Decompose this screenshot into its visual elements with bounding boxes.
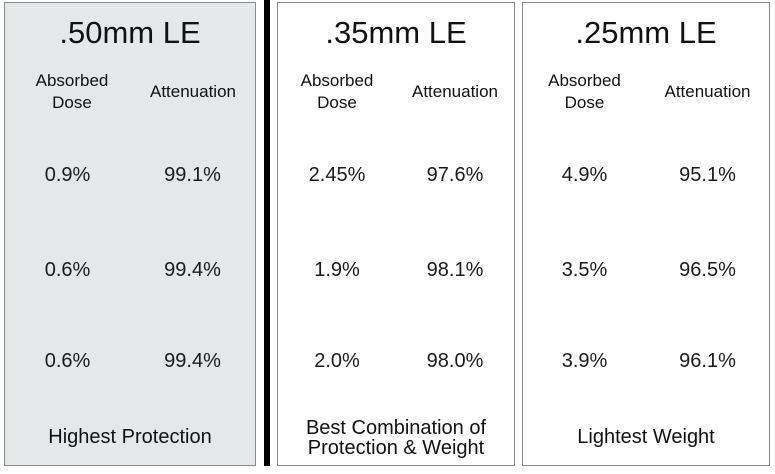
absorbed-dose-header: Absorbed Dose xyxy=(278,70,396,114)
footer-line1: Best Combination of xyxy=(305,417,487,439)
attenuation-value: 97.6% xyxy=(426,164,484,186)
attenuation-value: 99.4% xyxy=(164,259,221,281)
attenuation-value: 99.1% xyxy=(164,164,221,186)
attenuation-header: Attenuation xyxy=(411,82,498,101)
attenuation-value: 96.1% xyxy=(679,350,736,372)
absorbed-value: 2.0% xyxy=(314,350,360,372)
panel-divider xyxy=(264,0,270,466)
attenuation-value: 96.5% xyxy=(679,259,736,281)
panel-title: .25mm LE xyxy=(575,15,717,50)
absorbed-header-line2: Dose xyxy=(317,93,357,112)
attenuation-value: 98.1% xyxy=(426,259,484,281)
attenuation-value: 95.1% xyxy=(679,164,736,186)
panel-035mm: .35mm LE Absorbed Dose Attenuation 2.45%… xyxy=(277,2,515,466)
panel-footer: Lightest Weight xyxy=(523,427,769,447)
footer-line2: Protection & Weight xyxy=(307,437,485,459)
panel-025mm: .25mm LE Absorbed Dose Attenuation 4.9% … xyxy=(522,2,770,466)
attenuation-header: Attenuation xyxy=(149,82,236,101)
panel-title: .50mm LE xyxy=(59,15,201,50)
absorbed-value: 4.9% xyxy=(561,164,608,186)
absorbed-header-line2: Dose xyxy=(52,93,92,112)
absorbed-value: 0.6% xyxy=(44,259,91,281)
absorbed-header-line2: Dose xyxy=(564,93,605,112)
panel-footer: Highest Protection xyxy=(5,427,255,447)
absorbed-dose-header: Absorbed Dose xyxy=(7,70,137,114)
absorbed-value: 1.9% xyxy=(314,259,360,281)
absorbed-value: 3.9% xyxy=(561,350,608,372)
absorbed-value: 0.6% xyxy=(44,350,91,372)
attenuation-header: Attenuation xyxy=(664,82,751,101)
footer-line1: Highest Protection xyxy=(48,426,212,448)
attenuation-value: 98.0% xyxy=(426,350,484,372)
absorbed-header-line1: Absorbed xyxy=(300,71,374,90)
absorbed-header-line1: Absorbed xyxy=(548,71,621,90)
absorbed-header-line1: Absorbed xyxy=(35,71,109,90)
panel-title: .35mm LE xyxy=(325,15,467,50)
absorbed-value: 2.45% xyxy=(308,164,366,186)
attenuation-value: 99.4% xyxy=(164,350,221,372)
absorbed-value: 3.5% xyxy=(561,259,608,281)
footer-line1: Lightest Weight xyxy=(577,426,715,448)
panel-050mm: .50mm LE Absorbed Dose Attenuation 0.9% … xyxy=(4,2,256,466)
absorbed-dose-header: Absorbed Dose xyxy=(523,70,646,114)
absorbed-value: 0.9% xyxy=(44,164,91,186)
panel-footer: Best Combination of Protection & Weight xyxy=(278,418,514,458)
